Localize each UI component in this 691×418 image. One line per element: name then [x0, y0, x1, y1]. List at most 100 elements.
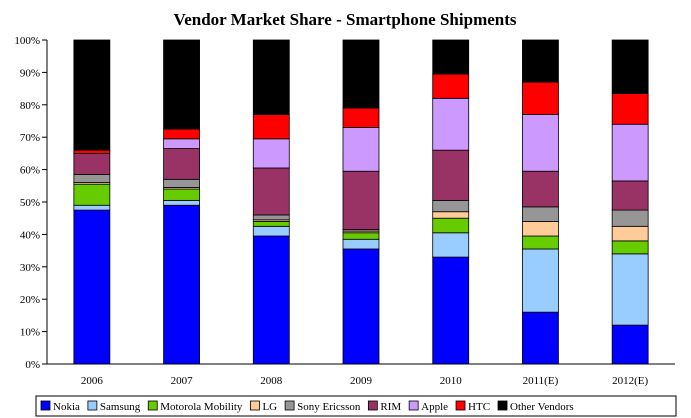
bar-segment-motorola-mobility [342, 232, 380, 240]
legend-swatch [147, 400, 158, 411]
bar-segment-sony-ericsson [522, 206, 559, 222]
bar-segment-samsung [252, 225, 290, 237]
y-tick-label: 90% [20, 67, 40, 79]
legend-swatch [284, 400, 295, 411]
bar-segment-nokia [163, 204, 200, 365]
bar-segment-apple [522, 114, 559, 172]
bar-segment-other-vendors [163, 39, 200, 130]
legend-item-rim: RIM [367, 400, 401, 413]
legend-label: HTC [468, 401, 490, 413]
legend-swatch [408, 400, 419, 411]
y-tick-label: 50% [20, 197, 40, 209]
legend: Nokia Samsung Motorola Mobility LG Sony Eric… [35, 395, 677, 417]
bar-segment-motorola-mobility [252, 221, 290, 227]
bar-segment-nokia [73, 209, 111, 365]
bar-segment-htc [163, 128, 200, 140]
legend-label: Motorola Mobility [160, 401, 243, 413]
bar-segment-rim [611, 180, 649, 211]
bar-segment-apple [432, 97, 470, 151]
legend-label: Other Vendors [510, 401, 574, 413]
y-axis: 0% 10% 20% 30% 40% 50% 60% 70% 80% 90% 100% [14, 35, 48, 371]
legend-box [35, 395, 677, 417]
legend-swatch [40, 400, 51, 411]
legend-label: Apple [421, 401, 448, 413]
bar-group-2010 [432, 39, 470, 365]
bar-segment-htc [252, 114, 290, 140]
bar-segment-lg [522, 221, 559, 237]
bar-group-2011e [522, 39, 559, 365]
bar-segment-htc [432, 73, 470, 99]
legend-item-sony-ericsson: Sony Ericsson [284, 400, 361, 413]
bar-segment-apple [163, 138, 200, 149]
y-tick-label: 10% [20, 327, 40, 339]
x-tick-label: 2012(E) [612, 375, 648, 387]
y-tick-label: 100% [14, 35, 40, 47]
x-tick-label: 2011(E) [523, 375, 559, 387]
bar-segment-samsung [432, 232, 470, 258]
bar-segment-samsung [342, 238, 380, 250]
x-tick-label: 2009 [350, 375, 373, 387]
legend-label: RIM [380, 401, 401, 413]
bar-group-2007 [163, 39, 200, 365]
legend-item-samsung: Samsung [87, 400, 141, 413]
bar-group-2012e [611, 39, 649, 365]
bar-segment-other-vendors [611, 39, 649, 94]
bar-group-2009 [342, 39, 380, 365]
bar-segment-nokia [522, 311, 559, 365]
bar-segment-sony-ericsson [252, 214, 290, 221]
bar-segment-rim [432, 149, 470, 201]
bar-segment-motorola-mobility [522, 235, 559, 250]
bar-segment-nokia [342, 248, 380, 365]
bars [73, 39, 649, 365]
x-tick-label: 2010 [440, 375, 463, 387]
y-tick-label: 0% [25, 359, 40, 371]
chart-title: Vendor Market Share - Smartphone Shipmen… [173, 10, 516, 29]
bar-segment-samsung [73, 204, 111, 211]
legend-swatch [250, 400, 260, 411]
legend-item-apple: Apple [408, 400, 448, 413]
legend-swatch [367, 400, 378, 411]
legend-swatch [87, 400, 98, 411]
bar-group-2006 [73, 39, 111, 365]
legend-label: Nokia [53, 401, 80, 413]
x-tick-label: 2006 [81, 375, 104, 387]
x-axis: 2006 2007 2008 2009 2010 2011(E) 2012(E) [47, 363, 675, 387]
bar-segment-samsung [611, 253, 649, 326]
legend-item-motorola-mobility: Motorola Mobility [147, 400, 243, 413]
x-tick-label: 2007 [171, 375, 194, 387]
legend-swatch [455, 400, 466, 411]
bar-segment-lg [611, 225, 649, 242]
bar-segment-htc [611, 93, 649, 125]
bar-segment-sony-ericsson [432, 199, 470, 213]
bar-segment-other-vendors [73, 39, 111, 151]
legend-label: LG [262, 401, 277, 413]
bar-group-2008 [252, 39, 290, 365]
bar-segment-sony-ericsson [73, 174, 111, 183]
legend-item-other-vendors: Other Vendors [497, 400, 574, 413]
legend-item-nokia: Nokia [40, 400, 80, 413]
bar-segment-rim [163, 148, 200, 180]
y-tick-label: 60% [20, 165, 40, 177]
y-tick-label: 80% [20, 100, 40, 112]
bar-segment-rim [522, 170, 559, 208]
legend-label: Sony Ericsson [297, 401, 361, 413]
y-tick-label: 30% [20, 262, 40, 274]
legend-item-htc: HTC [455, 400, 490, 413]
y-tick-label: 70% [20, 132, 40, 144]
bar-segment-motorola-mobility [611, 240, 649, 255]
bar-segment-nokia [432, 256, 470, 365]
legend-label: Samsung [100, 401, 141, 413]
legend-swatch [497, 400, 508, 411]
bar-segment-sony-ericsson [163, 178, 200, 188]
bar-segment-htc [342, 107, 380, 128]
x-tick-label: 2008 [260, 375, 283, 387]
bar-segment-rim [342, 170, 380, 230]
bar-segment-apple [252, 138, 290, 169]
bar-segment-other-vendors [432, 39, 470, 75]
bar-segment-samsung [163, 199, 200, 206]
bar-segment-nokia [252, 235, 290, 365]
bar-segment-other-vendors [252, 39, 290, 115]
bar-segment-rim [73, 152, 111, 175]
bar-segment-motorola-mobility [163, 188, 200, 201]
